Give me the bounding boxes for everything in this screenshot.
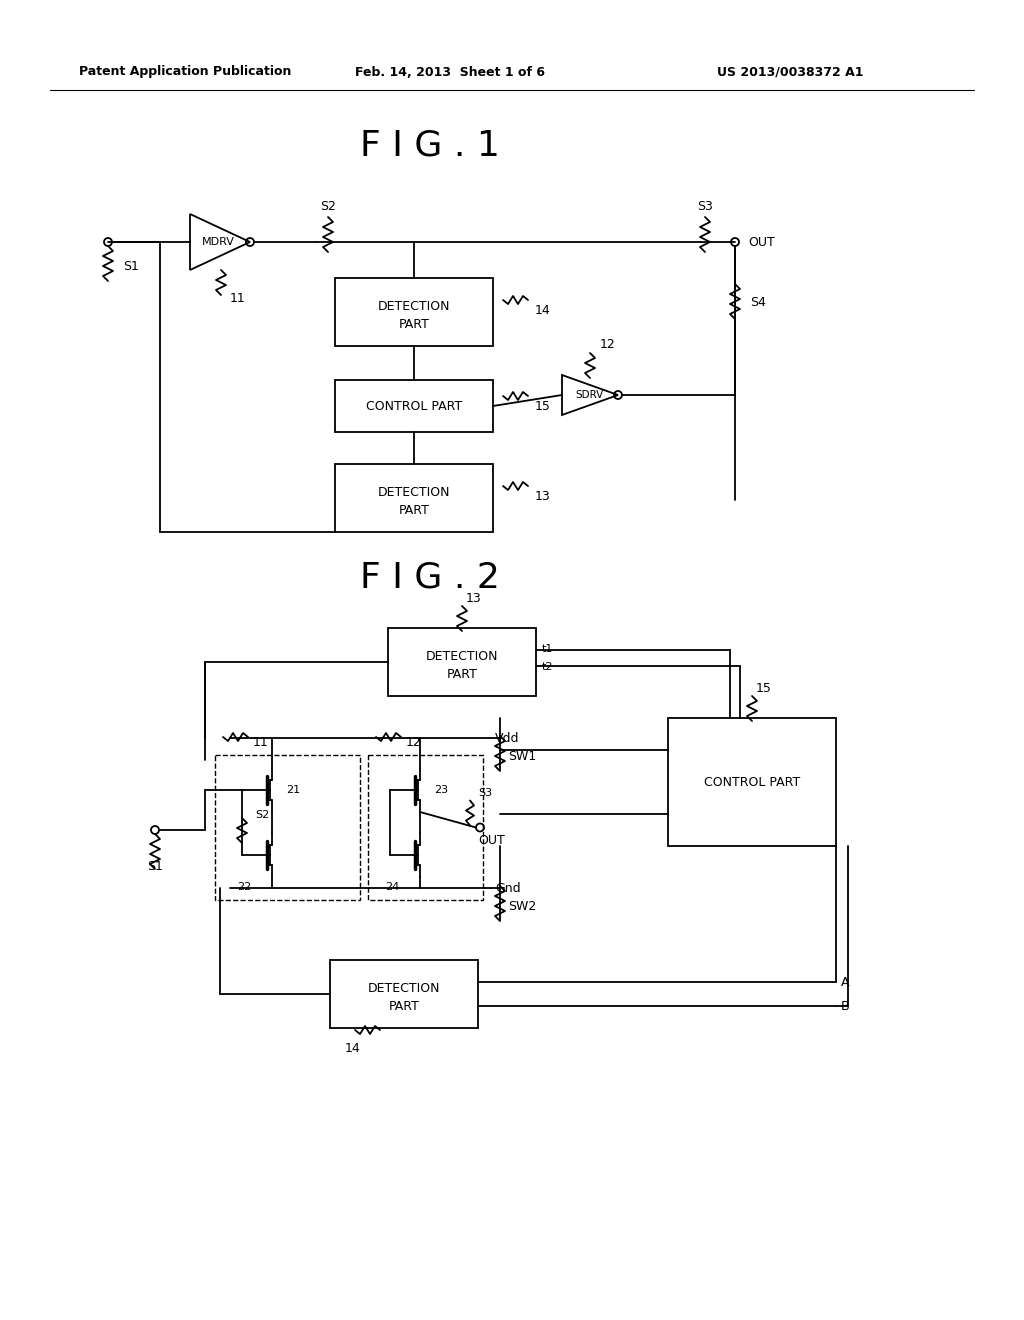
Text: DETECTION: DETECTION xyxy=(378,300,451,313)
Text: 15: 15 xyxy=(756,681,772,694)
Text: SW1: SW1 xyxy=(508,750,537,763)
Text: t1: t1 xyxy=(542,644,553,653)
Text: Vdd: Vdd xyxy=(495,731,519,744)
Bar xyxy=(668,718,836,846)
Text: B: B xyxy=(841,999,850,1012)
Text: SW2: SW2 xyxy=(508,899,537,912)
Bar xyxy=(215,755,360,900)
Text: CONTROL PART: CONTROL PART xyxy=(703,776,800,788)
Text: Gnd: Gnd xyxy=(495,882,520,895)
Text: 21: 21 xyxy=(286,785,300,795)
Text: DETECTION: DETECTION xyxy=(368,982,440,994)
Bar xyxy=(368,755,483,900)
Text: S1: S1 xyxy=(147,859,163,873)
Text: US 2013/0038372 A1: US 2013/0038372 A1 xyxy=(717,66,863,78)
Text: DETECTION: DETECTION xyxy=(378,486,451,499)
Text: 13: 13 xyxy=(466,591,481,605)
Text: t2: t2 xyxy=(542,663,554,672)
Text: S4: S4 xyxy=(750,296,766,309)
Text: PART: PART xyxy=(398,318,429,330)
Text: 12: 12 xyxy=(600,338,615,351)
Text: OUT: OUT xyxy=(748,235,775,248)
Text: S2: S2 xyxy=(321,199,336,213)
Text: CONTROL PART: CONTROL PART xyxy=(366,400,462,412)
Bar xyxy=(335,279,493,346)
Text: 11: 11 xyxy=(253,737,268,750)
Text: DETECTION: DETECTION xyxy=(426,649,499,663)
Text: PART: PART xyxy=(446,668,477,681)
Text: F I G . 2: F I G . 2 xyxy=(360,561,500,595)
Text: S3: S3 xyxy=(478,788,493,797)
Bar xyxy=(330,960,478,1028)
Text: A: A xyxy=(841,975,850,989)
Bar xyxy=(335,465,493,532)
Text: F I G . 1: F I G . 1 xyxy=(360,128,500,162)
Text: 23: 23 xyxy=(434,785,449,795)
Text: MDRV: MDRV xyxy=(202,238,234,247)
Text: 24: 24 xyxy=(385,882,399,892)
Text: 14: 14 xyxy=(345,1041,360,1055)
Text: 22: 22 xyxy=(237,882,251,892)
Text: S2: S2 xyxy=(255,810,269,820)
Text: PART: PART xyxy=(398,503,429,516)
Text: 14: 14 xyxy=(535,304,551,317)
Text: 15: 15 xyxy=(535,400,551,412)
Bar xyxy=(335,380,493,432)
Text: S1: S1 xyxy=(123,260,139,272)
Bar xyxy=(388,628,536,696)
Text: OUT: OUT xyxy=(478,834,505,847)
Text: Feb. 14, 2013  Sheet 1 of 6: Feb. 14, 2013 Sheet 1 of 6 xyxy=(355,66,545,78)
Text: SDRV: SDRV xyxy=(574,389,603,400)
Text: 13: 13 xyxy=(535,490,551,503)
Text: S3: S3 xyxy=(697,199,713,213)
Text: 12: 12 xyxy=(406,737,422,750)
Text: Patent Application Publication: Patent Application Publication xyxy=(79,66,291,78)
Text: PART: PART xyxy=(388,999,420,1012)
Text: 11: 11 xyxy=(230,292,246,305)
